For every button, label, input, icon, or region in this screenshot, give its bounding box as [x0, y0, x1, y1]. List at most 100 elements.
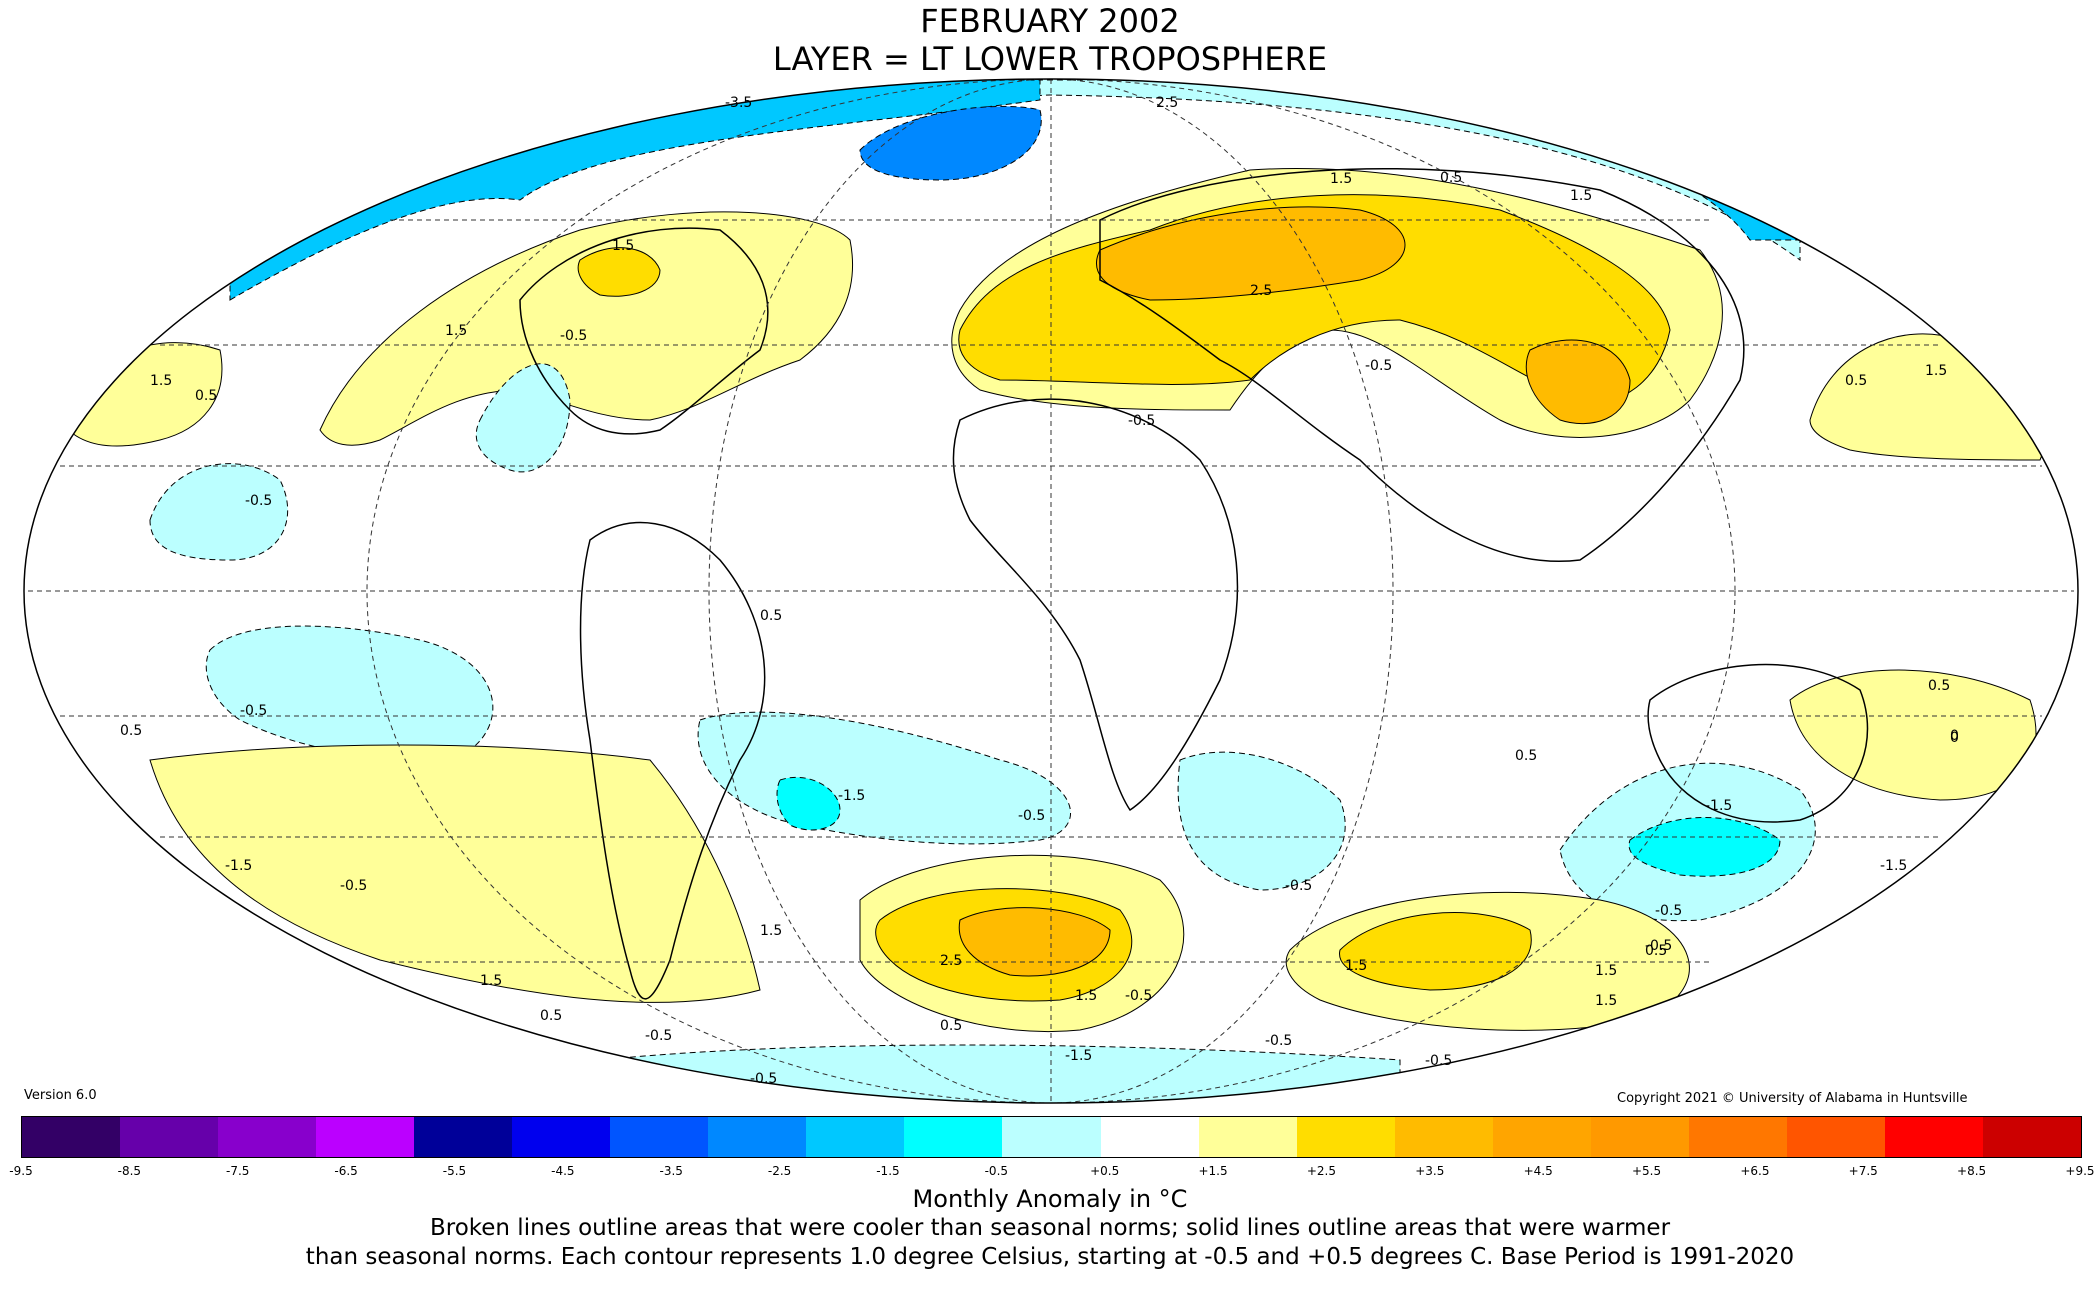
contour-label: 1.5	[760, 923, 782, 939]
contour-label: 0.5	[540, 1008, 562, 1024]
contour-label: 1.5	[1345, 958, 1367, 974]
contour-label: 1.5	[480, 973, 502, 989]
east-pacific-cool-region	[149, 463, 289, 561]
contour-label: -1.5	[225, 858, 252, 874]
contour-label: -0.5	[245, 493, 272, 509]
color-scale-swatch	[1982, 1117, 2081, 1157]
color-scale-tick-label: -0.5	[984, 1164, 1009, 1178]
contour-label: 0.5	[760, 608, 782, 624]
color-scale-swatch	[1296, 1117, 1395, 1157]
contour-label: 0	[1950, 728, 1959, 744]
contour-label: -0.5	[1265, 1033, 1292, 1049]
contour-label: 0	[1950, 730, 1959, 746]
contour-label: -0.5	[560, 328, 587, 344]
south-atlantic-warmest-region	[958, 907, 1111, 977]
contour-label: -0.5	[1645, 938, 1672, 954]
color-scale-tick-label: +0.5	[1090, 1164, 1120, 1178]
color-scale-tick-label: -6.5	[334, 1164, 358, 1178]
color-scale-swatch	[22, 1117, 121, 1157]
contour-label: -0.5	[750, 1071, 777, 1087]
contour-label: -0.5	[1125, 988, 1152, 1004]
contour-label: 0.5	[1645, 943, 1667, 959]
color-scale-tick-label: +8.5	[1957, 1164, 1987, 1178]
contour-label: -1.5	[1065, 1048, 1092, 1064]
contour-label: -0.5	[1425, 1053, 1452, 1069]
eurasia-warmest-region	[1096, 206, 1406, 301]
contour-label: -0.5	[340, 878, 367, 894]
contour-label: 0.5	[195, 388, 217, 404]
south-atlantic-colder-region	[776, 776, 841, 831]
contour-label: 0.5	[940, 1018, 962, 1034]
south-pacific-cool-region	[205, 625, 494, 759]
color-scale-tick-label: +3.5	[1415, 1164, 1445, 1178]
contour-label: 0.5	[1928, 678, 1950, 694]
color-scale-tick-label: +1.5	[1198, 1164, 1228, 1178]
anomaly-map: -3.5 2.5 1.5 0.5 1.5 1.5 -0.5 1.5 0.5 1.…	[23, 78, 2079, 1104]
contour-label: -0.5	[1018, 808, 1045, 824]
coastlines	[519, 168, 1869, 1000]
anomaly-fields	[24, 79, 2078, 1103]
antarctic-cool-band	[599, 1044, 1401, 1103]
australia-south-colder-region	[1628, 817, 1781, 877]
copyright-label: Copyright 2021 © University of Alabama i…	[1617, 1091, 1968, 1106]
scale-units-label: Monthly Anomaly in °C	[912, 1185, 1188, 1213]
contour-label: 1.5	[612, 238, 634, 254]
contour-label: -0.5	[240, 703, 267, 719]
contour-label: -0.5	[1365, 358, 1392, 374]
color-scale-tick-label: +7.5	[1848, 1164, 1878, 1178]
color-scale-swatch	[120, 1117, 219, 1157]
contour-label: 2.5	[940, 953, 962, 969]
contour-label: -3.5	[725, 95, 752, 111]
color-scale-swatch	[1688, 1117, 1787, 1157]
color-scale-tick-label: +2.5	[1306, 1164, 1336, 1178]
contour-label: 1.5	[1925, 363, 1947, 379]
contour-label: 0.5	[1440, 170, 1462, 186]
contour-label: -0.5	[1128, 413, 1155, 429]
contour-label: 1.5	[150, 373, 172, 389]
color-scale-swatch	[1394, 1117, 1493, 1157]
color-scale-swatch	[1884, 1117, 1983, 1157]
south-indian-warmer-region	[1339, 912, 1532, 991]
map-border	[23, 78, 2079, 1104]
color-scale-tick-label: -8.5	[117, 1164, 142, 1178]
map-title: FEBRUARY 2002	[920, 2, 1180, 40]
color-scale-tick-label: +9.5	[2065, 1164, 2095, 1178]
color-scale-swatch	[1198, 1117, 1297, 1157]
color-scale-tick-label: -9.5	[9, 1164, 33, 1178]
version-label: Version 6.0	[24, 1088, 97, 1103]
color-scale-swatch	[316, 1117, 415, 1157]
contour-label: -0.5	[645, 1028, 672, 1044]
atlantic-warmer-region	[577, 247, 661, 297]
color-scale-tick-label: +6.5	[1740, 1164, 1770, 1178]
color-scale-tick-label: +4.5	[1523, 1164, 1553, 1178]
caption-line-1: Broken lines outline areas that were coo…	[429, 1215, 1671, 1241]
contour-label: -1.5	[838, 788, 865, 804]
arctic-coldest-region	[859, 105, 1042, 181]
color-scale-swatch	[1590, 1117, 1689, 1157]
contour-label: 1.5	[1075, 988, 1097, 1004]
caption-line-2: than seasonal norms. Each contour repres…	[305, 1244, 1795, 1270]
color-scale-tick-label: -3.5	[659, 1164, 683, 1178]
contour-label: 0.5	[120, 723, 142, 739]
contour-label: 1.5	[445, 323, 467, 339]
contour-label: 2.5	[1250, 283, 1272, 299]
color-scale-tick-label: -4.5	[551, 1164, 575, 1178]
color-scale-ticks: -9.5 -8.5 -7.5 -6.5 -5.5 -4.5 -3.5 -2.5 -1.5 -0.5…	[9, 1164, 2094, 1182]
color-scale-bar	[21, 1116, 2082, 1158]
color-scale-tick-label: -7.5	[226, 1164, 250, 1178]
indian-ocean-cool-region	[1177, 751, 1346, 891]
color-scale-swatch	[1492, 1117, 1591, 1157]
color-scale-swatch	[1002, 1117, 1101, 1157]
contour-label: 2.5	[1156, 95, 1178, 111]
contour-label: -0.5	[1655, 903, 1682, 919]
color-scale-swatch	[610, 1117, 709, 1157]
contour-label: 0.5	[1515, 748, 1537, 764]
color-scale-swatch	[512, 1117, 611, 1157]
color-scale-swatch	[218, 1117, 317, 1157]
mexico-cool-region	[475, 363, 571, 473]
color-scale-swatch	[806, 1117, 905, 1157]
contour-labels: -3.5 2.5 1.5 0.5 1.5 1.5 -0.5 1.5 0.5 1.…	[120, 95, 1959, 1087]
contour-label: -1.5	[1705, 798, 1732, 814]
contour-label: 1.5	[1595, 963, 1617, 979]
color-scale-swatch	[1100, 1117, 1199, 1157]
